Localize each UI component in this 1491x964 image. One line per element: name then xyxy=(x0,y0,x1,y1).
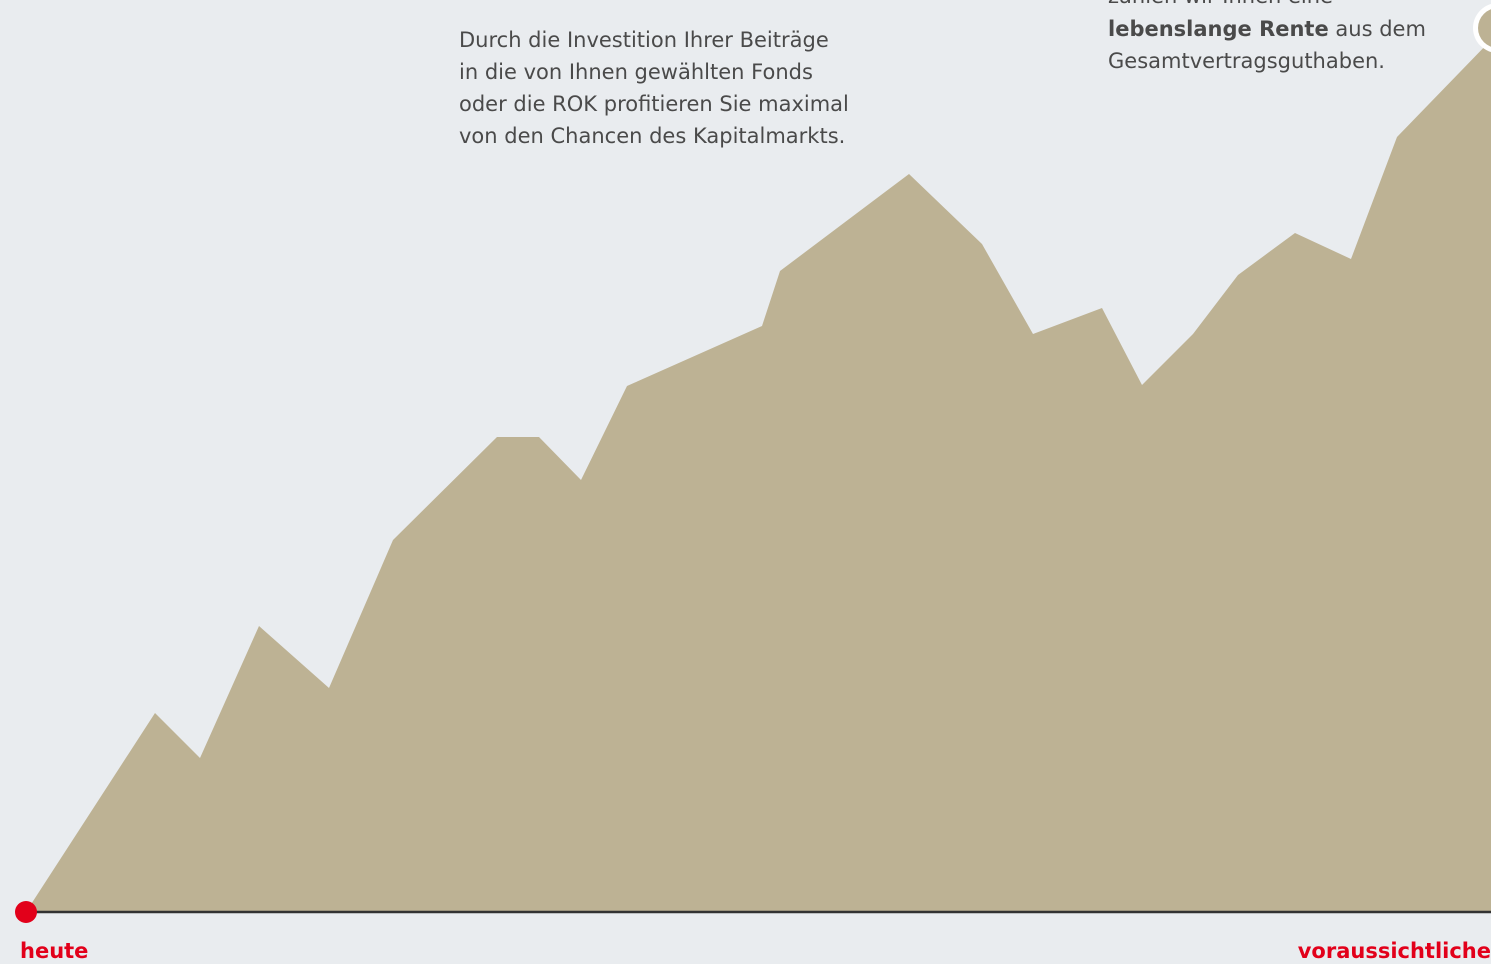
pension-line: Gesamtvertragsguthaben. xyxy=(1108,49,1385,73)
pension-rest: aus dem xyxy=(1335,17,1426,41)
investment-line: von den Chancen des Kapitalmarkts. xyxy=(459,124,845,148)
pension-line: zahlen wir Ihnen eine xyxy=(1108,0,1333,8)
end-label: voraussichtliche xyxy=(1298,939,1491,963)
start-dot xyxy=(15,901,37,923)
investment-line: oder die ROK profitieren Sie maximal xyxy=(459,92,849,116)
pension-bold: lebenslange Rente xyxy=(1108,17,1329,41)
growth-area xyxy=(26,40,1491,912)
end-icon xyxy=(1478,9,1491,47)
pension-line: lebenslange Rente aus dem xyxy=(1108,17,1426,41)
investment-line: in die von Ihnen gewählten Fonds xyxy=(459,60,813,84)
investment-line: Durch die Investition Ihrer Beiträge xyxy=(459,28,829,52)
start-label: heute xyxy=(20,939,88,963)
